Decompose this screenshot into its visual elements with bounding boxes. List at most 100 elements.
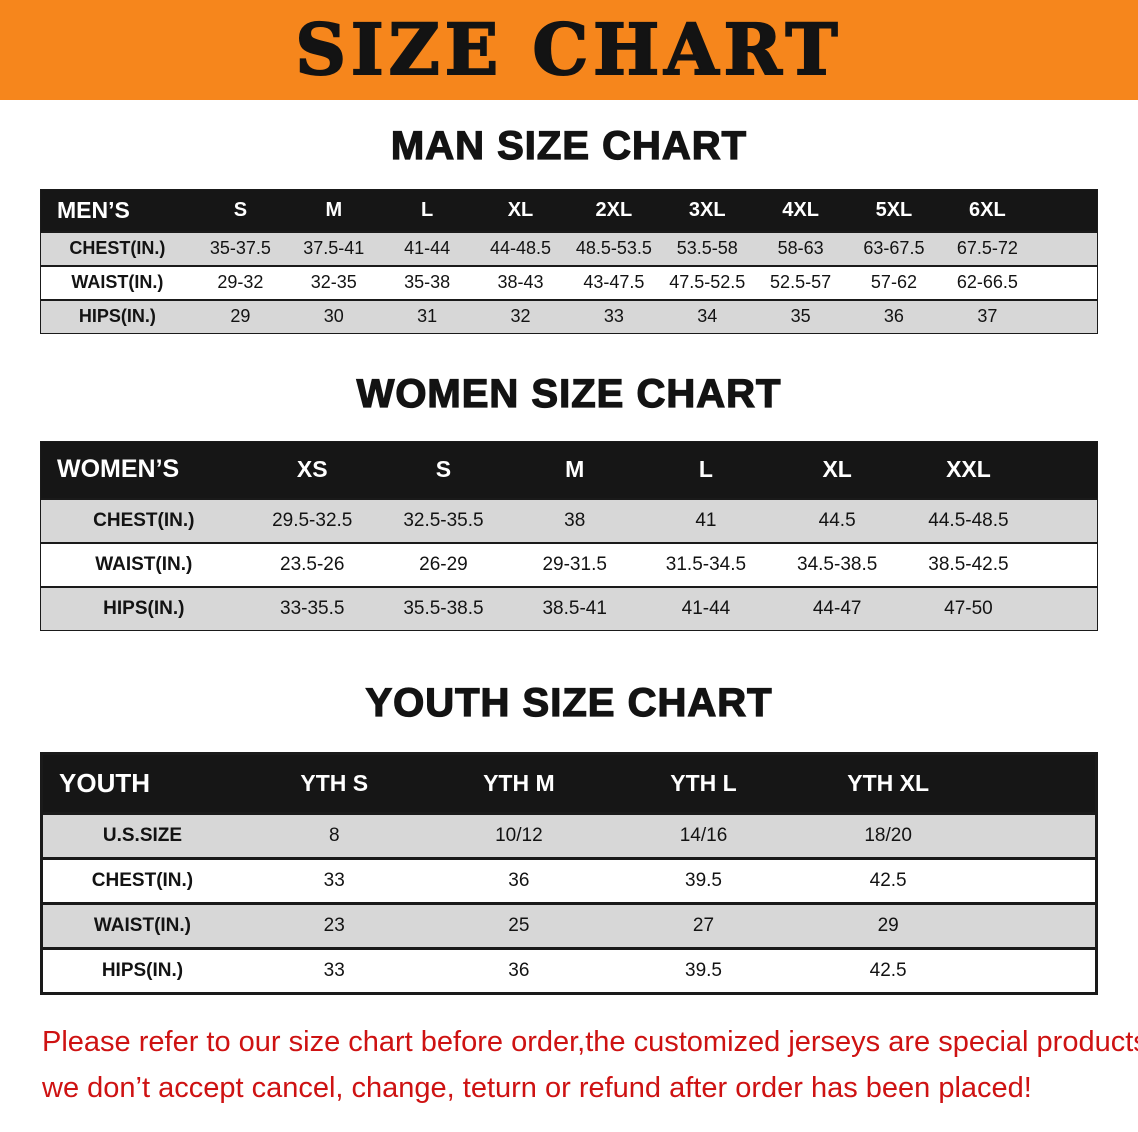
measurement-value: 35-37.5: [193, 230, 288, 266]
measurement-value: 8: [241, 812, 427, 859]
measurement-value: 10/12: [426, 812, 612, 859]
women-size-table: WOMEN’S XS S M L XL XXL CHEST(IN.) 29.5-32.5 32.5…: [40, 441, 1098, 631]
table-header-row: YOUTH YTH S YTH M YTH L YTH XL: [41, 753, 1097, 814]
banner-title: SIZE CHART: [294, 8, 843, 91]
measurement-value: 29: [193, 298, 288, 334]
measurement-value: 32.5-35.5: [377, 497, 510, 543]
measurement-value: 38.5-41: [509, 585, 641, 631]
measurement-value: 36: [847, 298, 941, 334]
spacer-cell: [1034, 230, 1098, 266]
measurement-row: CHEST(IN.) 29.5-32.5 32.5-35.5 38 41 44.5 44.5…: [40, 497, 1098, 543]
measurement-value: 33: [241, 857, 427, 904]
women-section-heading: WOMEN SIZE CHART: [356, 371, 782, 416]
measurement-row: CHEST(IN.) 35-37.5 37.5-41 41-44 44-48.5 48.5…: [40, 230, 1098, 266]
size-column-header: XS: [246, 441, 378, 499]
measurement-value: 27: [611, 902, 796, 949]
measurement-value: 23: [241, 902, 427, 949]
size-column-header: YTH S: [241, 753, 427, 814]
measurement-value: 53.5-58: [660, 230, 754, 266]
measurement-value: 42.5: [795, 857, 981, 904]
measurement-value: 57-62: [847, 264, 941, 300]
size-column-header: S: [193, 189, 288, 232]
measurement-value: 34.5-38.5: [771, 541, 903, 587]
measurement-value: 33-35.5: [246, 585, 378, 631]
measurement-value: 35-38: [380, 264, 474, 300]
size-column-header: S: [377, 441, 510, 499]
table-header-row: MEN’S S M L XL 2XL 3XL 4XL 5XL 6XL: [40, 189, 1098, 232]
measurement-label: HIPS(IN.): [40, 298, 194, 334]
measurement-value: 44-47: [771, 585, 903, 631]
measurement-value: 47.5-52.5: [660, 264, 754, 300]
measurement-value: 31: [380, 298, 474, 334]
youth-size-table: YOUTH YTH S YTH M YTH L YTH XL U.S.SIZE 8 10/12…: [40, 752, 1098, 995]
measurement-value: 29: [795, 902, 981, 949]
table-title-cell: MEN’S: [40, 189, 194, 232]
table-title-cell: YOUTH: [41, 753, 242, 814]
measurement-value: 48.5-53.5: [567, 230, 661, 266]
size-column-header: M: [287, 189, 381, 232]
measurement-value: 38: [509, 497, 641, 543]
spacer-cell: [1034, 441, 1098, 499]
measurement-value: 29-31.5: [509, 541, 641, 587]
size-column-header: XXL: [902, 441, 1035, 499]
measurement-value: 39.5: [611, 947, 796, 994]
measurement-value: 32: [473, 298, 568, 334]
disclaimer-line-2: we don’t accept cancel, change, teturn o…: [42, 1072, 1032, 1105]
men-size-table: MEN’S S M L XL 2XL 3XL 4XL 5XL 6XL CHEST(IN.) 35-37…: [40, 189, 1098, 334]
size-column-header: 2XL: [567, 189, 661, 232]
men-section-heading: MAN SIZE CHART: [390, 123, 748, 168]
measurement-label: HIPS(IN.): [40, 585, 247, 631]
measurement-row: HIPS(IN.) 33-35.5 35.5-38.5 38.5-41 41-44 44-…: [40, 585, 1098, 631]
size-column-header: 4XL: [753, 189, 848, 232]
measurement-value: 42.5: [795, 947, 981, 994]
measurement-value: 58-63: [753, 230, 848, 266]
youth-section-heading: YOUTH SIZE CHART: [365, 680, 773, 725]
table-header-row: WOMEN’S XS S M L XL XXL: [40, 441, 1098, 499]
size-column-header: M: [509, 441, 641, 499]
size-column-header: XL: [771, 441, 903, 499]
measurement-value: 41-44: [640, 585, 772, 631]
measurement-label: CHEST(IN.): [40, 230, 194, 266]
spacer-cell: [980, 812, 1097, 859]
measurement-value: 35: [753, 298, 848, 334]
spacer-cell: [980, 753, 1097, 814]
measurement-value: 35.5-38.5: [377, 585, 510, 631]
measurement-value: 44.5-48.5: [902, 497, 1035, 543]
measurement-value: 26-29: [377, 541, 510, 587]
measurement-value: 33: [567, 298, 661, 334]
spacer-cell: [1034, 541, 1098, 587]
measurement-value: 47-50: [902, 585, 1035, 631]
measurement-row: U.S.SIZE 8 10/12 14/16 18/20: [41, 812, 1097, 859]
measurement-value: 23.5-26: [246, 541, 378, 587]
spacer-cell: [1034, 497, 1098, 543]
measurement-row: WAIST(IN.) 23 25 27 29: [41, 902, 1097, 949]
measurement-value: 38.5-42.5: [902, 541, 1035, 587]
measurement-value: 36: [426, 947, 612, 994]
measurement-value: 38-43: [473, 264, 568, 300]
size-column-header: YTH M: [426, 753, 612, 814]
measurement-row: HIPS(IN.) 33 36 39.5 42.5: [41, 947, 1097, 994]
measurement-label: CHEST(IN.): [41, 857, 242, 904]
size-column-header: 3XL: [660, 189, 754, 232]
measurement-row: WAIST(IN.) 29-32 32-35 35-38 38-43 43-47.5 47.…: [40, 264, 1098, 300]
measurement-label: WAIST(IN.): [40, 264, 194, 300]
measurement-value: 37.5-41: [287, 230, 381, 266]
measurement-value: 36: [426, 857, 612, 904]
spacer-cell: [1034, 189, 1098, 232]
measurement-value: 67.5-72: [940, 230, 1035, 266]
measurement-row: HIPS(IN.) 29 30 31 32 33 34 35 36 37: [40, 298, 1098, 334]
measurement-value: 63-67.5: [847, 230, 941, 266]
measurement-value: 44.5: [771, 497, 903, 543]
measurement-row: WAIST(IN.) 23.5-26 26-29 29-31.5 31.5-34.5 34…: [40, 541, 1098, 587]
size-column-header: XL: [473, 189, 568, 232]
spacer-cell: [1034, 264, 1098, 300]
measurement-value: 14/16: [611, 812, 796, 859]
measurement-value: 30: [287, 298, 381, 334]
measurement-label: WAIST(IN.): [41, 902, 242, 949]
size-column-header: L: [380, 189, 474, 232]
measurement-label: HIPS(IN.): [41, 947, 242, 994]
measurement-value: 34: [660, 298, 754, 334]
measurement-value: 31.5-34.5: [640, 541, 772, 587]
table-title-cell: WOMEN’S: [40, 441, 247, 499]
youth-size-chart-section: YOUTH SIZE CHART YOUTH YTH S YTH M YTH L YTH…: [0, 680, 1138, 995]
